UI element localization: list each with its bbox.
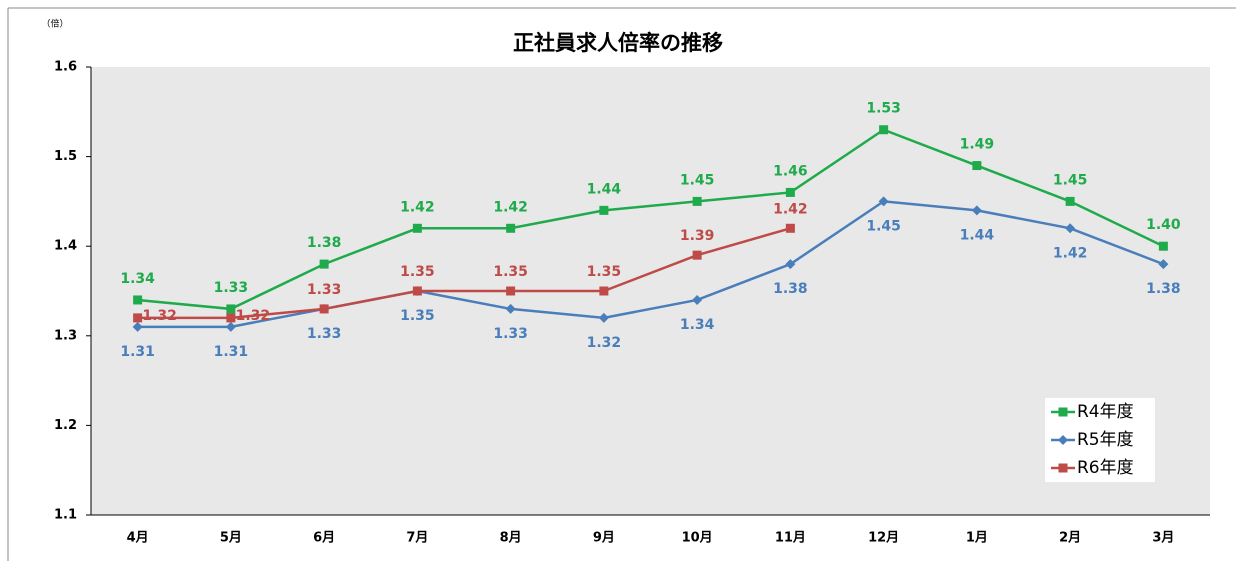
data-point	[599, 286, 609, 296]
data-point	[319, 259, 329, 269]
x-tick-label: 10月	[682, 531, 713, 546]
data-label: 1.46	[773, 163, 808, 179]
data-label: 1.38	[1146, 281, 1181, 297]
data-label: 1.44	[587, 181, 622, 197]
data-point	[412, 286, 422, 296]
data-point	[785, 187, 795, 197]
data-point	[506, 286, 516, 296]
data-label: 1.32	[587, 335, 622, 351]
data-label: 1.33	[307, 326, 342, 342]
data-label: 1.31	[120, 344, 155, 360]
y-tick-label: 1.4	[54, 239, 77, 254]
data-point	[785, 259, 796, 270]
data-point	[878, 196, 889, 207]
data-label: 1.40	[1146, 217, 1181, 233]
data-label: 1.32	[142, 308, 177, 324]
data-point	[599, 205, 609, 215]
series-line	[137, 128, 1164, 311]
data-label: 1.45	[866, 218, 901, 234]
legend-marker	[1058, 463, 1068, 473]
data-label: 1.42	[493, 199, 528, 215]
x-tick-label: 12月	[868, 531, 899, 546]
data-point	[692, 250, 702, 260]
legend-marker	[1058, 407, 1068, 417]
data-point	[133, 295, 143, 305]
data-point	[225, 321, 236, 332]
x-tick-label: 1月	[966, 531, 988, 546]
x-tick-label: 11月	[775, 531, 806, 546]
x-tick-label: 8月	[500, 531, 522, 546]
legend-label: R6年度	[1077, 458, 1134, 478]
data-point	[692, 196, 702, 206]
data-point	[972, 161, 982, 171]
data-point	[1065, 223, 1076, 234]
data-point	[412, 223, 422, 233]
data-point	[598, 312, 609, 323]
y-tick-label: 1.5	[54, 149, 77, 164]
data-label: 1.42	[1053, 245, 1088, 261]
data-label: 1.49	[960, 137, 995, 153]
data-point	[133, 313, 143, 323]
data-point	[226, 313, 236, 323]
y-unit: （倍）	[41, 18, 68, 30]
y-tick-label: 1.1	[54, 508, 77, 523]
data-label: 1.35	[400, 264, 435, 280]
legend: R4年度 R5年度 R6年度	[1045, 398, 1155, 482]
data-point	[971, 205, 982, 216]
series-line	[137, 200, 1164, 329]
legend-marker	[1058, 435, 1068, 445]
data-point	[506, 223, 516, 233]
y-tick-label: 1.3	[54, 328, 77, 343]
chart-title: 正社員求人倍率の推移	[513, 31, 723, 55]
data-label: 1.35	[493, 264, 528, 280]
y-tick-label: 1.6	[54, 60, 77, 75]
data-label: 1.38	[773, 281, 808, 297]
data-point	[785, 223, 795, 233]
data-label: 1.45	[680, 172, 715, 188]
plot-area	[91, 67, 1210, 515]
data-label: 1.32	[236, 308, 271, 324]
data-label: 1.35	[587, 264, 622, 280]
data-label: 1.44	[960, 227, 995, 243]
x-tick-label: 2月	[1059, 531, 1081, 546]
data-point	[505, 303, 516, 314]
data-label: 1.33	[214, 280, 249, 296]
data-point	[319, 304, 329, 314]
data-label: 1.53	[866, 101, 901, 117]
data-label: 1.31	[214, 344, 249, 360]
data-point	[1158, 241, 1168, 251]
data-label: 1.34	[120, 271, 155, 287]
data-label: 1.42	[400, 199, 435, 215]
data-point	[132, 321, 143, 332]
x-tick-label: 5月	[220, 531, 242, 546]
data-label: 1.35	[400, 308, 435, 324]
x-tick-label: 4月	[127, 531, 149, 546]
data-label: 1.34	[680, 317, 715, 333]
data-label: 1.45	[1053, 172, 1088, 188]
y-tick-label: 1.2	[54, 418, 77, 433]
series-line	[137, 227, 791, 320]
x-tick-label: 7月	[406, 531, 428, 546]
data-point	[692, 294, 703, 305]
data-point	[226, 304, 236, 314]
data-label: 1.42	[773, 201, 808, 217]
x-tick-label: 9月	[593, 531, 615, 546]
x-tick-label: 3月	[1152, 531, 1174, 546]
legend-label: R5年度	[1077, 430, 1134, 450]
data-label: 1.38	[307, 235, 342, 251]
x-tick-label: 6月	[313, 531, 335, 546]
data-label: 1.33	[307, 282, 342, 298]
data-point	[1158, 259, 1169, 270]
data-label: 1.33	[493, 326, 528, 342]
data-label: 1.39	[680, 228, 715, 244]
data-point	[879, 125, 889, 135]
legend-label: R4年度	[1077, 402, 1134, 422]
data-point	[1065, 196, 1075, 206]
